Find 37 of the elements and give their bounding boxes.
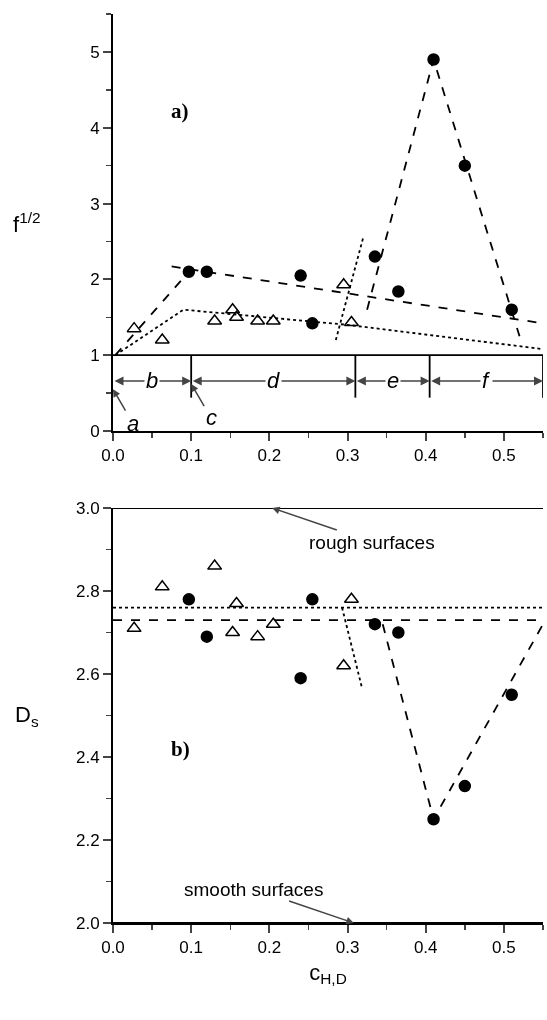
x-tick-label: 0.2 [257, 938, 282, 958]
y-tick-label: 4 [90, 118, 100, 138]
annotation: a) [171, 99, 189, 123]
x-tick-label: 0.0 [101, 446, 125, 466]
y-tick-label: 2.0 [75, 913, 100, 933]
y-tick-label: 5 [90, 42, 100, 62]
x-tick-label: 0.1 [179, 938, 203, 958]
x-tick-label: 0.4 [413, 938, 438, 958]
x-tick-label: 0.5 [492, 446, 516, 466]
y-tick-label: 2.4 [75, 747, 100, 767]
x-axis-title: c$_{H,D}$ [309, 959, 347, 988]
annotation: d [267, 368, 280, 393]
annotation: b) [171, 737, 190, 761]
x-tick-label: 0.4 [413, 446, 438, 466]
ref-line-label: rough surfaces [309, 532, 435, 553]
ref-line-label: smooth surfaces [184, 879, 324, 900]
y-tick-label: 0 [90, 421, 100, 441]
y-tick-label: 2.6 [75, 664, 100, 684]
x-tick-label: 0.5 [492, 938, 516, 958]
x-tick-label: 0.0 [101, 938, 125, 958]
annotation: b [146, 368, 159, 393]
annotation: a [127, 411, 140, 436]
y-tick-label: 2 [90, 270, 100, 290]
x-tick-label: 0.3 [335, 938, 360, 958]
x-tick-label: 0.3 [335, 446, 360, 466]
annotation: e [387, 368, 400, 393]
y-tick-label: 3.0 [75, 498, 100, 518]
y-axis-title: D$_{s}$ [15, 702, 39, 730]
y-tick-label: 2.2 [75, 830, 100, 850]
y-axis-title: f$^{1/2}$ [13, 209, 41, 238]
annotation: c [206, 405, 217, 430]
y-tick-label: 1 [90, 346, 100, 366]
y-tick-label: 2.8 [75, 581, 100, 601]
x-tick-label: 0.2 [257, 446, 282, 466]
y-tick-label: 3 [90, 194, 100, 214]
annotation: f [482, 368, 491, 393]
x-tick-label: 0.1 [179, 446, 203, 466]
